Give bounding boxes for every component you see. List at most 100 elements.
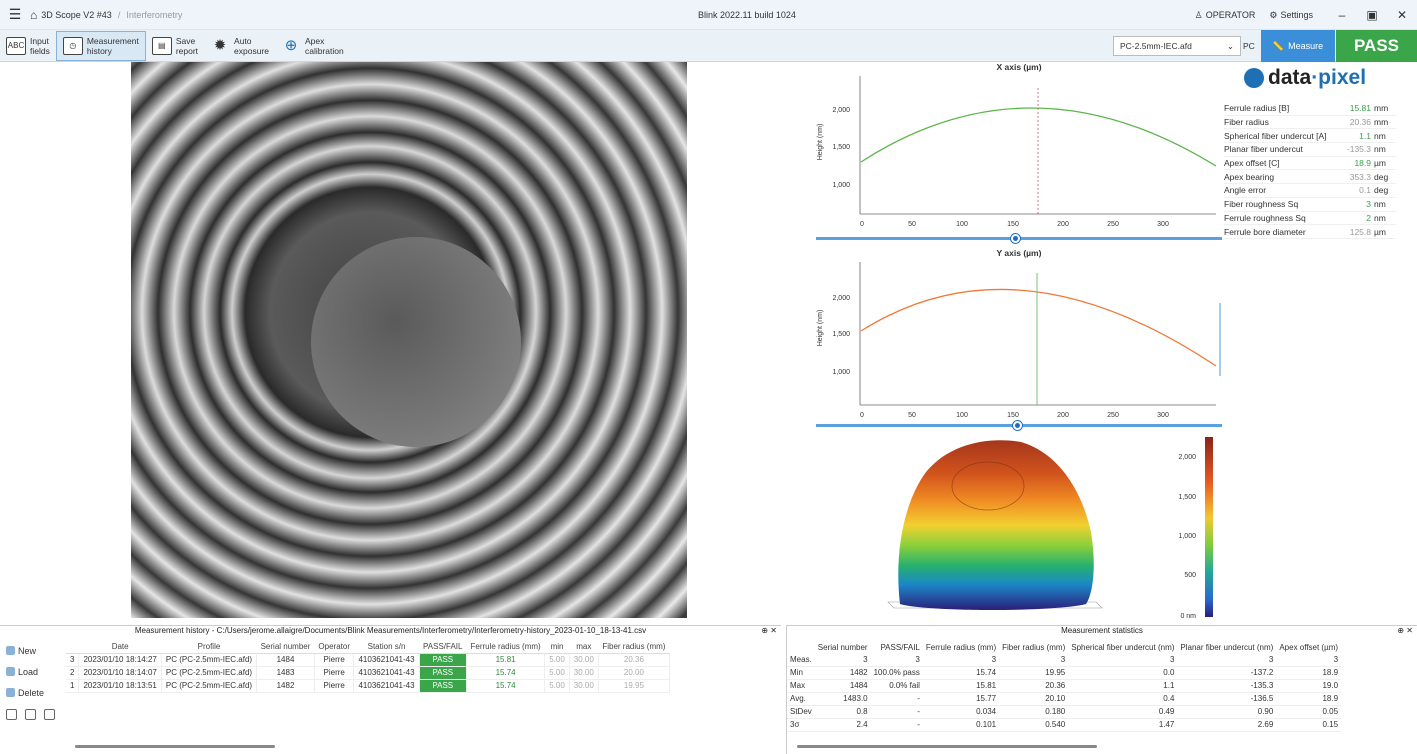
table-row: 3σ 2.4-0.101 0.540 1.47 2.69 0.15: [787, 718, 1342, 732]
table-cell: 15.74: [466, 666, 546, 680]
minimize-button[interactable]: –: [1338, 8, 1346, 22]
result-label: Apex offset [C]: [1224, 158, 1280, 169]
result-label: Angle error: [1224, 185, 1267, 196]
column-header[interactable]: Profile: [161, 641, 257, 654]
button-label: Save: [175, 35, 196, 46]
column-header[interactable]: Apex offset (µm): [1279, 642, 1339, 652]
close-button[interactable]: ✕: [1396, 8, 1408, 22]
table-cell: 1483: [256, 666, 315, 680]
column-header[interactable]: [66, 641, 79, 654]
table-cell: -136.5: [1177, 692, 1277, 706]
column-header[interactable]: PASS/FAIL: [419, 641, 467, 654]
table-row: Meas. 3 3 3 3 3 3 3: [787, 653, 1342, 667]
y-ytick: 1,000: [832, 369, 850, 376]
column-header[interactable]: Station s/n: [353, 641, 420, 654]
table-cell: Pierre: [314, 653, 355, 667]
measurement-history-button[interactable]: ◷ Measurement history: [55, 30, 146, 61]
home-icon[interactable]: ⌂: [30, 7, 38, 22]
user-button[interactable]: ♙ OPERATOR: [1195, 10, 1256, 21]
table-cell: Max: [787, 679, 815, 693]
panel-pin-icon[interactable]: ⊕ ✕: [761, 626, 777, 635]
table-row[interactable]: 3 2023/01/10 18:14:27 PC (PC-2.5mm-IEC.afd…: [66, 653, 670, 667]
column-header[interactable]: Ferrule radius (mm): [466, 641, 545, 654]
panel-pin-icon[interactable]: ⊕ ✕: [1397, 626, 1413, 635]
result-unit: µm: [1374, 226, 1386, 237]
y-slider-thumb[interactable]: [1013, 421, 1022, 430]
history-scrollbar[interactable]: [75, 745, 275, 748]
result-row: Apex offset [C] 18.9 µm: [1224, 157, 1396, 171]
interferogram-image[interactable]: [131, 62, 687, 618]
stats-title: Measurement statistics: [1061, 626, 1143, 635]
delete-label: Delete: [18, 687, 45, 698]
column-header[interactable]: Fiber radius (mm): [1002, 642, 1066, 652]
column-header[interactable]: Planar fiber undercut (nm): [1180, 642, 1274, 652]
apex-calibration-button[interactable]: ⊕ Apex calibration: [275, 31, 350, 61]
x-xtick: 50: [908, 221, 916, 228]
chart-icon[interactable]: [44, 709, 55, 720]
table-row[interactable]: 1 2023/01/10 18:13:51 PC (PC-2.5mm-IEC.afd…: [66, 679, 670, 693]
column-header[interactable]: Operator: [314, 641, 354, 654]
column-header[interactable]: Serial number: [817, 642, 868, 652]
colorbar-tick: 2,000: [1178, 454, 1196, 461]
result-label: Ferrule roughness Sq: [1224, 212, 1306, 223]
hamburger-menu-icon[interactable]: ☰: [8, 6, 22, 22]
x-plot-ylabel: Height (nm): [817, 124, 824, 161]
y-range-slider[interactable]: [816, 421, 1222, 430]
table-row: Min 1482 100.0% pass 15.74 19.95 0.0 -137.2 18.…: [787, 666, 1342, 680]
table-row[interactable]: 2 2023/01/10 18:14:07 PC (PC-2.5mm-IEC.afd…: [66, 666, 670, 680]
table-cell: 0.90: [1177, 705, 1277, 719]
x-axis-profile-plot: X axis (µm) Height (nm) 2,000 1,500 1,00…: [816, 62, 1222, 232]
column-header[interactable]: Serial number: [256, 641, 315, 654]
sync-icon[interactable]: [6, 709, 17, 720]
table-cell: 2.69: [1177, 718, 1277, 732]
table-cell: 30.00: [569, 679, 599, 693]
table-cell: 1482: [256, 679, 315, 693]
breadcrumb-app[interactable]: 3D Scope V2 #43: [41, 9, 112, 20]
table-cell: 0.101: [922, 718, 1000, 732]
auto-exposure-button[interactable]: ✹ Auto exposure: [204, 31, 275, 61]
load-label: Load: [18, 666, 39, 677]
restore-button[interactable]: ▣: [1366, 8, 1378, 22]
x-profile-curve: [860, 107, 1217, 167]
table-cell: 15.81: [922, 679, 1000, 693]
input-fields-button[interactable]: ABC Input fields: [0, 31, 56, 61]
column-header[interactable]: Spherical fiber undercut (nm): [1071, 642, 1175, 652]
column-header[interactable]: Ferrule radius (mm): [925, 642, 997, 652]
column-header[interactable]: max: [569, 641, 599, 654]
stats-scrollbar[interactable]: [797, 745, 1097, 748]
result-label: Spherical fiber undercut [A]: [1224, 130, 1327, 141]
measure-button[interactable]: 📏 Measure: [1261, 30, 1335, 62]
settings-button[interactable]: ⚙ Settings: [1269, 10, 1313, 21]
profile-select[interactable]: PC-2.5mm-IEC.afd ⌄: [1113, 36, 1241, 56]
result-value: 1.1: [1359, 130, 1371, 141]
chevron-down-icon: ⌄: [1226, 41, 1234, 51]
x-range-slider[interactable]: [816, 234, 1222, 243]
delete-button[interactable]: Delete: [0, 682, 62, 703]
table-cell: 4103621041-43: [353, 653, 420, 667]
result-row: Apex bearing 353.3 deg: [1224, 170, 1396, 185]
column-header[interactable]: Fiber radius (mm): [598, 641, 670, 654]
button-label: calibration: [305, 45, 344, 56]
table-cell: 3: [922, 653, 1000, 667]
surface-3d-view[interactable]: 2,000 1,500 1,000 500 0 nm: [816, 432, 1222, 622]
table-cell: 0.4: [1068, 692, 1178, 706]
column-header[interactable]: PASS/FAIL: [880, 642, 920, 652]
export-icon[interactable]: [25, 709, 36, 720]
history-caption: Measurement history - C:/Users/jerome.al…: [0, 626, 781, 638]
column-header[interactable]: min: [544, 641, 570, 654]
table-cell: 0.49: [1068, 705, 1178, 719]
table-cell: 20.00: [598, 666, 670, 680]
x-slider-thumb[interactable]: [1011, 234, 1020, 243]
result-unit: nm: [1374, 199, 1386, 210]
load-button[interactable]: Load: [0, 661, 62, 682]
column-header[interactable]: [787, 641, 815, 653]
column-header[interactable]: Date: [78, 641, 162, 654]
new-button[interactable]: New: [0, 640, 62, 661]
result-unit: nm: [1374, 144, 1386, 155]
save-report-button[interactable]: ▤ Save report: [146, 31, 204, 61]
y-xtick: 0: [860, 412, 864, 419]
result-unit: mm: [1374, 117, 1389, 128]
result-row: Planar fiber undercut -135.3 nm: [1224, 143, 1396, 157]
table-cell: 1: [66, 679, 80, 693]
y-xtick: 100: [956, 412, 968, 419]
